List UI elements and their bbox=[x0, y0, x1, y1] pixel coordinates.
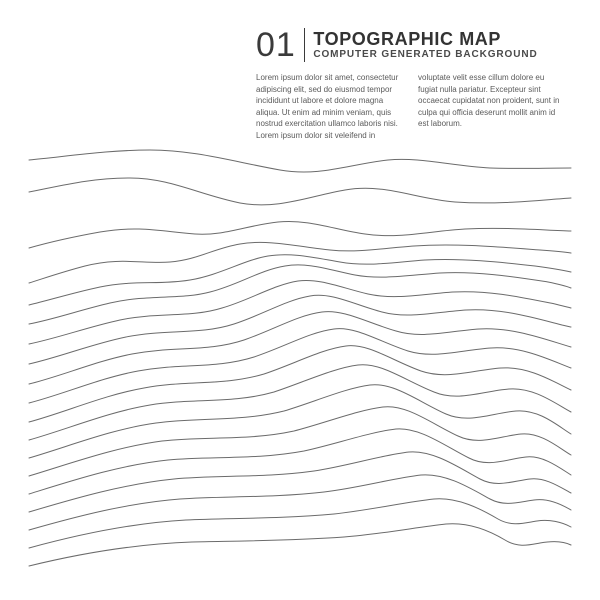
contour-line bbox=[29, 221, 571, 248]
contour-line bbox=[29, 452, 571, 512]
contour-line bbox=[29, 475, 571, 530]
contour-line bbox=[29, 280, 571, 344]
title-row: 01 TOPOGRAPHIC MAP COMPUTER GENERATED BA… bbox=[256, 28, 566, 62]
contour-line bbox=[29, 295, 571, 364]
contour-line bbox=[29, 365, 571, 440]
contour-line bbox=[29, 265, 571, 324]
header-number: 01 bbox=[256, 28, 296, 62]
contour-line bbox=[29, 242, 571, 283]
contour-line bbox=[29, 150, 571, 172]
contour-line bbox=[29, 524, 571, 566]
contour-line bbox=[29, 499, 571, 548]
header-block: 01 TOPOGRAPHIC MAP COMPUTER GENERATED BA… bbox=[256, 28, 566, 142]
subtitle: COMPUTER GENERATED BACKGROUND bbox=[313, 49, 537, 60]
contour-line bbox=[29, 407, 571, 476]
main-title: TOPOGRAPHIC MAP bbox=[313, 30, 537, 49]
header-divider bbox=[304, 28, 306, 62]
contour-line bbox=[29, 346, 571, 422]
title-stack: TOPOGRAPHIC MAP COMPUTER GENERATED BACKG… bbox=[313, 28, 537, 62]
body-text: Lorem ipsum dolor sit amet, consectetur … bbox=[256, 72, 566, 142]
contour-line bbox=[29, 385, 571, 458]
contour-line bbox=[29, 429, 571, 494]
contour-line bbox=[29, 178, 571, 205]
